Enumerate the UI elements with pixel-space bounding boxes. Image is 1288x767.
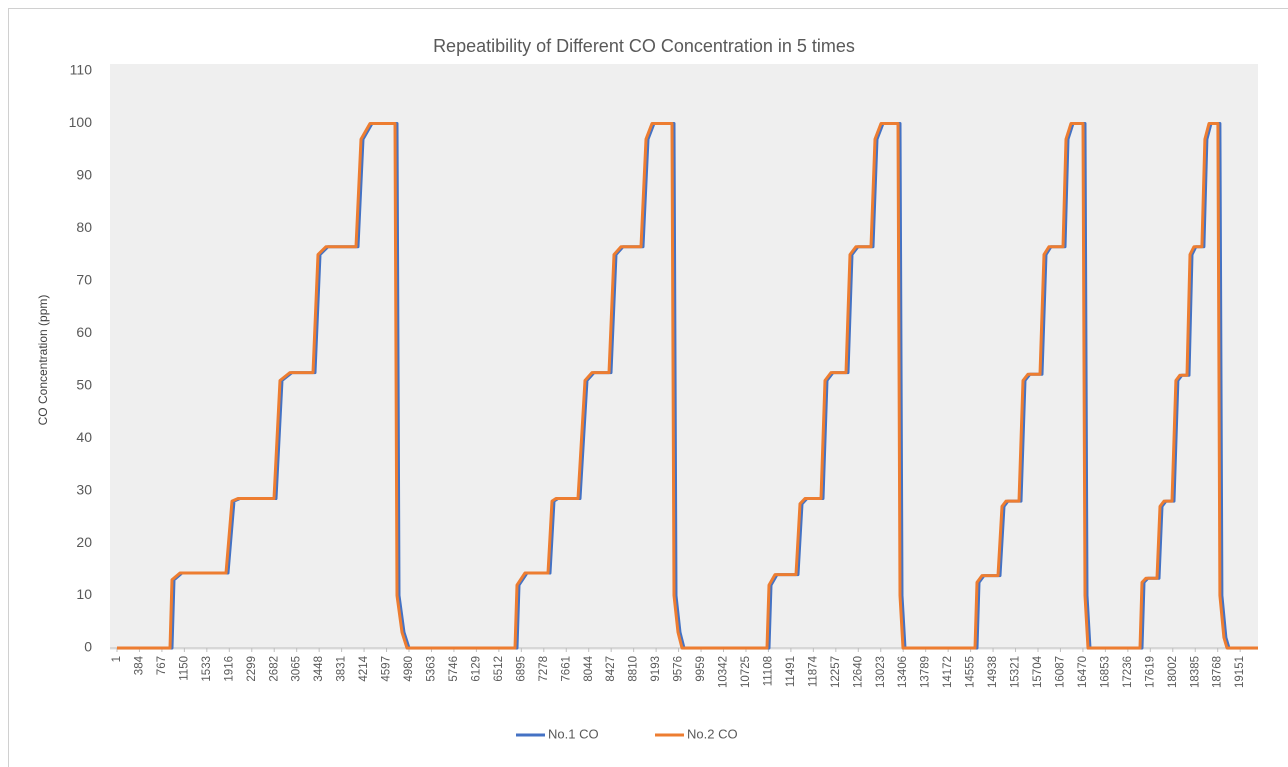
x-tick-label: 1150: [178, 656, 190, 681]
x-tick-label: 9193: [650, 656, 662, 682]
y-tick-label: 0: [84, 639, 92, 655]
y-tick-label: 110: [70, 62, 93, 78]
legend-label: No.2 CO: [687, 726, 738, 741]
x-tick-label: 14938: [987, 656, 999, 688]
x-tick-label: 2682: [268, 656, 280, 682]
x-tick-label: 1: [111, 656, 123, 662]
x-tick-label: 11491: [785, 656, 797, 687]
x-tick-label: 10342: [718, 656, 730, 688]
x-tick-label: 17619: [1144, 656, 1156, 688]
y-tick-label: 90: [76, 167, 92, 183]
y-tick-label: 100: [69, 114, 93, 130]
x-tick-label: 17236: [1122, 656, 1134, 688]
x-tick-label: 18768: [1212, 656, 1224, 688]
x-tick-label: 7278: [538, 656, 550, 682]
x-tick-label: 8044: [583, 655, 595, 681]
x-tick-label: 15704: [1032, 655, 1044, 688]
x-tick-label: 6895: [515, 656, 527, 682]
x-tick-label: 13406: [897, 656, 909, 688]
x-tick-label: 6129: [470, 656, 482, 682]
x-tick-label: 13789: [920, 656, 932, 688]
x-tick-label: 4214: [358, 655, 370, 681]
y-axis-title: CO Concentration (ppm): [36, 295, 50, 426]
x-tick-label: 3831: [336, 656, 348, 682]
x-tick-label: 16470: [1077, 656, 1089, 688]
x-tick-label: 1533: [201, 656, 213, 682]
x-tick-label: 4980: [403, 656, 415, 682]
x-tick-label: 2299: [246, 656, 258, 682]
x-tick-label: 384: [133, 655, 145, 675]
x-tick-label: 3065: [291, 656, 303, 682]
x-tick-label: 9576: [673, 656, 685, 682]
x-tick-label: 8810: [628, 656, 640, 682]
x-tick-label: 18385: [1189, 656, 1201, 688]
x-tick-label: 5746: [448, 656, 460, 682]
x-tick-label: 11108: [762, 656, 774, 686]
x-tick-label: 16853: [1099, 656, 1111, 688]
x-tick-label: 8427: [605, 656, 617, 682]
y-tick-label: 40: [76, 429, 92, 445]
x-tick-label: 767: [156, 656, 168, 675]
y-tick-label: 60: [76, 324, 92, 340]
x-tick-label: 13023: [875, 656, 887, 688]
x-tick-label: 3448: [313, 656, 325, 682]
y-tick-label: 20: [76, 534, 92, 550]
x-tick-label: 18002: [1167, 656, 1179, 688]
chart-title: Repeatibility of Different CO Concentrat…: [433, 36, 855, 56]
x-tick-label: 6512: [493, 656, 505, 682]
x-tick-label: 9959: [695, 656, 707, 682]
x-tick-label: 15321: [1010, 656, 1022, 688]
y-tick-label: 50: [76, 376, 92, 392]
y-tick-label: 10: [76, 586, 92, 602]
y-tick-label: 30: [76, 481, 92, 497]
legend-label: No.1 CO: [548, 726, 599, 741]
x-tick-label: 19151: [1234, 656, 1246, 688]
x-tick-label: 12257: [830, 656, 842, 688]
x-tick-label: 14172: [942, 656, 954, 688]
series-line: [117, 122, 1258, 650]
x-tick-label: 7661: [560, 656, 572, 682]
x-tick-label: 4597: [381, 656, 393, 682]
x-tick-label: 5363: [426, 656, 438, 682]
x-tick-label: 16087: [1054, 656, 1066, 688]
x-tick-label: 14555: [965, 656, 977, 688]
y-tick-label: 80: [76, 219, 92, 235]
x-tick-label: 11874: [807, 655, 819, 687]
x-tick-label: 10725: [740, 656, 752, 688]
y-tick-label: 70: [76, 272, 92, 288]
x-tick-label: 12640: [852, 656, 864, 688]
x-tick-label: 1916: [223, 656, 235, 682]
